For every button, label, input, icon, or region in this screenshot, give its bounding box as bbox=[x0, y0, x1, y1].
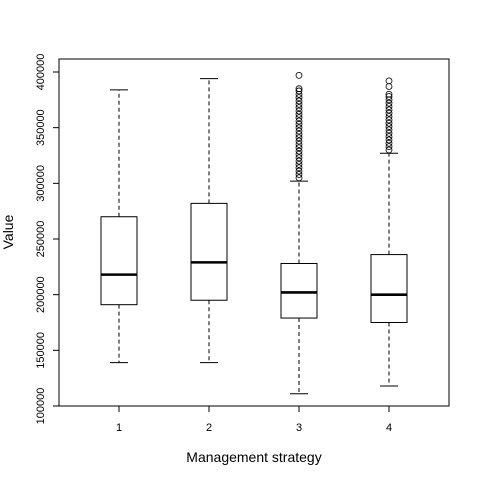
outlier-point bbox=[295, 87, 303, 95]
x-axis-title: Management strategy bbox=[186, 449, 321, 465]
y-tick-label: 350000 bbox=[35, 109, 47, 146]
x-tick-label: 4 bbox=[386, 422, 392, 434]
outlier-point bbox=[295, 85, 303, 93]
x-axis: 1 2 3 4 bbox=[116, 406, 392, 434]
outlier-point bbox=[295, 104, 303, 112]
outlier-point bbox=[385, 119, 393, 127]
outlier-point bbox=[295, 140, 303, 148]
outlier-point bbox=[295, 134, 303, 142]
outlier-point bbox=[385, 116, 393, 124]
outlier-point bbox=[385, 146, 393, 154]
outlier-point bbox=[385, 113, 393, 120]
outlier-point bbox=[295, 127, 303, 135]
outlier-point bbox=[295, 137, 303, 145]
outlier-point bbox=[295, 94, 303, 102]
outlier-point bbox=[385, 77, 393, 85]
y-tick-label: 300000 bbox=[35, 165, 47, 202]
outlier-point bbox=[385, 143, 393, 150]
box-strategy-3 bbox=[280, 71, 318, 395]
outlier-point bbox=[295, 164, 303, 172]
box-strategy-2 bbox=[190, 78, 228, 364]
outlier-point bbox=[385, 106, 393, 114]
outlier-point bbox=[295, 174, 303, 182]
x-tick-label: 1 bbox=[116, 422, 122, 434]
outlier-point bbox=[295, 117, 303, 125]
y-axis-title: Value bbox=[0, 214, 16, 249]
y-axis: 100000 150000 200000 250000 300000 350000 4000… bbox=[35, 54, 59, 425]
outlier-point bbox=[385, 93, 393, 100]
outlier-point bbox=[295, 90, 303, 98]
box-strategy-4 bbox=[370, 77, 408, 387]
x-tick-label: 2 bbox=[206, 422, 212, 434]
box-iqr bbox=[280, 262, 318, 319]
box-strategy-1 bbox=[100, 89, 138, 364]
outlier-point bbox=[295, 150, 303, 158]
outlier-point bbox=[295, 167, 303, 175]
plot-frame bbox=[58, 58, 450, 407]
y-tick-label: 150000 bbox=[35, 332, 47, 369]
outlier-point bbox=[385, 99, 393, 107]
outlier-point bbox=[295, 171, 303, 178]
outlier-point bbox=[385, 136, 393, 144]
box-iqr bbox=[100, 216, 138, 306]
boxes-group bbox=[100, 71, 408, 395]
box-iqr bbox=[370, 254, 408, 323]
outlier-point bbox=[295, 120, 303, 128]
outlier-point bbox=[295, 97, 303, 105]
box-iqr bbox=[190, 202, 228, 301]
y-tick-label: 100000 bbox=[35, 388, 47, 425]
outlier-point bbox=[385, 96, 393, 104]
outlier-point bbox=[385, 139, 393, 147]
outlier-point bbox=[385, 126, 393, 134]
outlier-point bbox=[385, 123, 393, 130]
outlier-point bbox=[295, 110, 303, 118]
outlier-point bbox=[385, 129, 393, 137]
outlier-point bbox=[295, 130, 303, 138]
outlier-point bbox=[295, 157, 303, 165]
outlier-point bbox=[385, 133, 393, 140]
y-tick-label: 400000 bbox=[35, 54, 47, 91]
outlier-point bbox=[295, 154, 303, 162]
outlier-point bbox=[385, 109, 393, 117]
outlier-point bbox=[295, 144, 303, 152]
outlier-point bbox=[295, 100, 303, 108]
outlier-point bbox=[295, 107, 303, 115]
outlier-point bbox=[385, 103, 393, 110]
outlier-point bbox=[385, 90, 393, 98]
outlier-point bbox=[295, 71, 303, 79]
outlier-point bbox=[295, 147, 303, 155]
outlier-point bbox=[295, 114, 303, 122]
outlier-point bbox=[295, 124, 303, 132]
x-tick-label: 3 bbox=[296, 422, 302, 434]
outlier-point bbox=[385, 83, 393, 90]
y-tick-label: 250000 bbox=[35, 221, 47, 258]
y-tick-label: 200000 bbox=[35, 276, 47, 313]
outlier-point bbox=[295, 161, 303, 168]
